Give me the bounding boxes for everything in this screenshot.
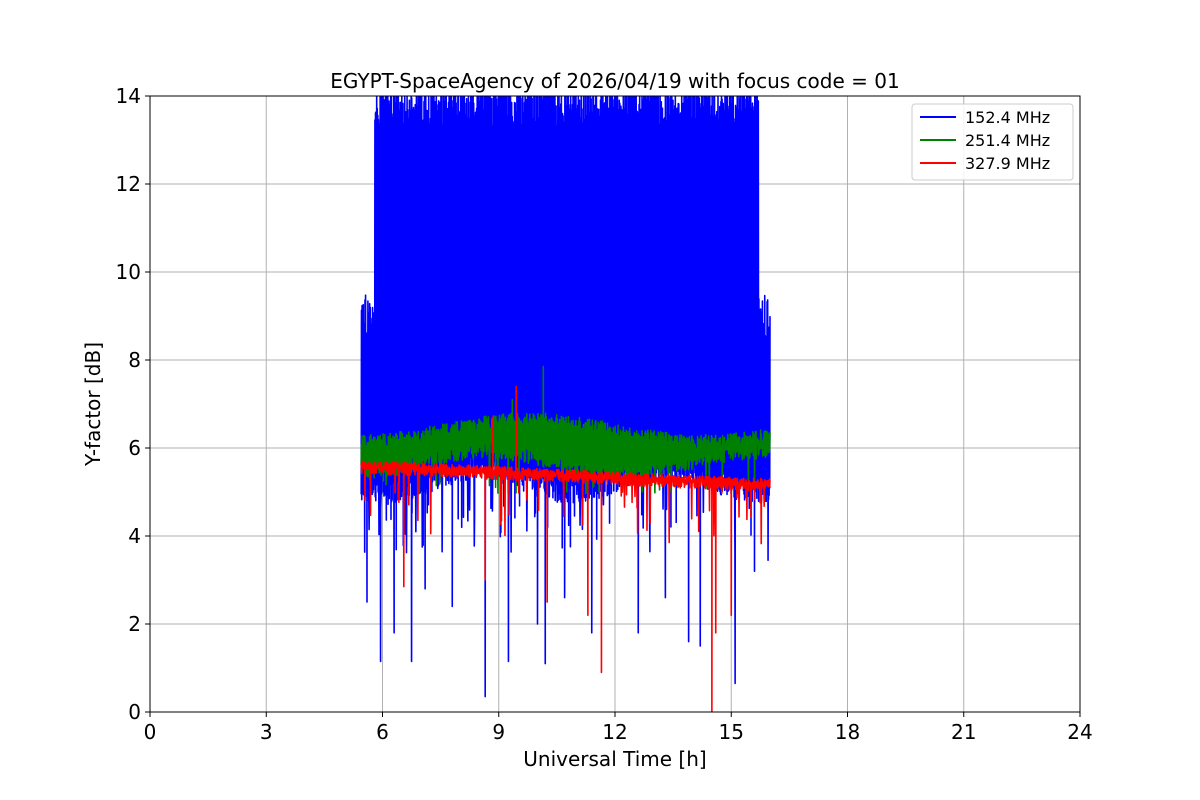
y-axis-label: Y-factor [dB] — [81, 342, 105, 467]
x-tick-label: 0 — [144, 720, 157, 744]
x-tick-label: 6 — [376, 720, 389, 744]
legend-label-152: 152.4 MHz — [965, 108, 1050, 127]
legend-label-327: 327.9 MHz — [965, 154, 1050, 173]
y-tick-label: 2 — [128, 612, 141, 636]
legend-label-251: 251.4 MHz — [965, 131, 1050, 150]
y-axis: 0 2 4 6 8 10 12 14 — [116, 84, 150, 724]
x-axis-label: Universal Time [h] — [523, 747, 706, 771]
x-tick-label: 18 — [835, 720, 860, 744]
x-tick-label: 24 — [1067, 720, 1092, 744]
y-tick-label: 12 — [116, 172, 141, 196]
series-line-152-4-mhz — [360, 96, 771, 698]
series-line-251-4-mhz — [360, 365, 771, 495]
y-tick-label: 4 — [128, 524, 141, 548]
legend-box — [911, 103, 1074, 181]
x-tick-label: 21 — [951, 720, 976, 744]
legend: 152.4 MHz 251.4 MHz 327.9 MHz — [911, 103, 1074, 181]
x-tick-label: 3 — [260, 720, 273, 744]
series-layer — [360, 96, 771, 712]
y-tick-label: 10 — [116, 260, 141, 284]
y-tick-label: 6 — [128, 436, 141, 460]
y-tick-label: 8 — [128, 348, 141, 372]
x-tick-label: 15 — [719, 720, 744, 744]
x-tick-label: 12 — [602, 720, 627, 744]
y-tick-label: 0 — [128, 700, 141, 724]
x-axis: 0 3 6 9 12 15 18 21 24 — [144, 712, 1093, 744]
series-line-327-9-mhz — [360, 385, 771, 712]
x-tick-label: 9 — [492, 720, 505, 744]
y-tick-label: 14 — [116, 84, 141, 108]
chart-title: EGYPT-SpaceAgency of 2026/04/19 with foc… — [330, 69, 899, 93]
